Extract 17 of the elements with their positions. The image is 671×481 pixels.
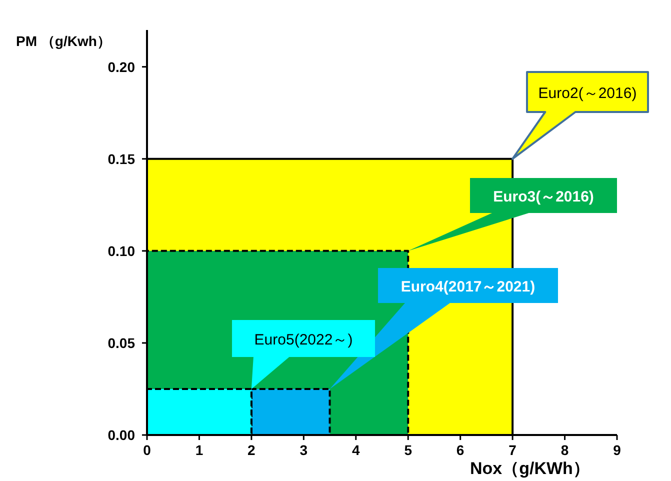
x-tick-label: 9 [613,442,622,458]
y-tick-label: 0.05 [108,334,136,351]
y-axis-title: PM （g/Kwh） [16,33,111,49]
x-tick-label: 3 [300,442,308,458]
x-tick-label: 5 [404,442,412,458]
x-axis-title: Nox（g/KWh） [470,459,590,478]
x-tick-label: 6 [456,442,464,458]
x-tick-label: 8 [560,442,569,458]
y-tick-label: 0.00 [108,427,136,443]
x-tick-label: 4 [352,442,360,458]
x-tick-label: 2 [248,442,256,458]
y-tick-label: 0.10 [108,242,136,259]
x-tick-label: 7 [508,442,517,458]
x-tick-label: 0 [143,442,152,458]
y-tick-label: 0.15 [108,150,136,167]
y-tick-label: 0.20 [108,58,136,75]
x-tick-label: 1 [195,442,204,458]
